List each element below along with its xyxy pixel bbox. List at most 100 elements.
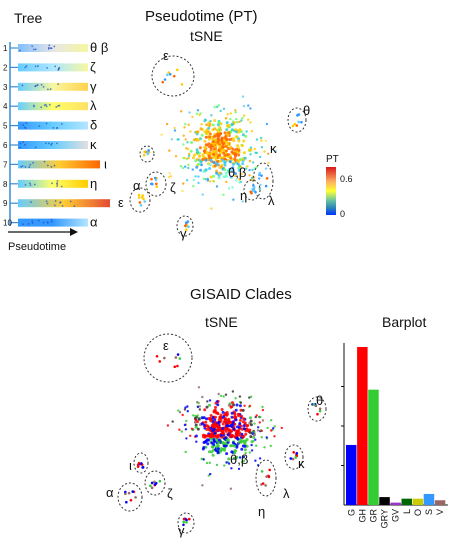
tsne-point <box>229 117 232 121</box>
cluster-point <box>295 124 299 127</box>
tsne-point <box>204 158 208 162</box>
tsne-point <box>263 150 266 153</box>
tree-row-dot <box>25 65 28 68</box>
tree-row-dot <box>43 104 46 107</box>
tree-row-dot <box>32 161 35 164</box>
tsne-point <box>184 450 187 454</box>
cluster-point <box>268 468 271 472</box>
tsne-point <box>234 135 238 139</box>
tree-row-band <box>18 121 88 130</box>
cluster-point <box>161 80 165 84</box>
tsne-point <box>217 440 221 444</box>
cluster-point <box>295 451 299 455</box>
tsne-point <box>209 426 213 430</box>
tsne-point <box>212 161 216 165</box>
tsne-point <box>235 117 238 121</box>
tsne-point <box>202 458 205 461</box>
cluster-label: ε <box>163 338 169 353</box>
cluster-point <box>184 224 187 228</box>
tsne-point <box>203 139 207 143</box>
tsne-top-title: tSNE <box>190 28 223 44</box>
cluster-point <box>125 500 128 504</box>
tsne-point <box>209 158 213 162</box>
tree-row-dot <box>33 183 36 186</box>
tsne-point <box>224 144 228 148</box>
tsne-point <box>203 118 207 121</box>
tsne-point <box>193 421 197 424</box>
tsne-point <box>260 139 263 142</box>
cluster-point <box>155 354 159 358</box>
cluster-point <box>155 182 158 186</box>
tsne-point <box>195 165 199 169</box>
tsne-point <box>207 474 210 477</box>
tree-row-dot <box>40 83 43 86</box>
tree-row-dot <box>40 106 43 109</box>
tsne-point <box>229 156 233 160</box>
tsne-point <box>199 127 203 131</box>
tsne-point <box>218 415 222 419</box>
tsne-point <box>209 119 212 123</box>
cluster-point <box>318 407 322 411</box>
tsne-point <box>211 137 215 141</box>
cluster-circle <box>133 452 149 474</box>
cluster-point <box>129 498 133 502</box>
tree-row-dot <box>56 183 59 186</box>
cluster-label: α <box>106 485 114 500</box>
tsne-point <box>234 111 237 114</box>
tsne-point <box>235 444 239 448</box>
tree-row-dot <box>53 45 56 48</box>
tsne-point <box>225 424 229 428</box>
cluster-circle <box>143 333 193 383</box>
tree-row-index: 10 <box>3 219 12 228</box>
tsne-point <box>189 149 193 153</box>
tsne-point <box>270 147 273 151</box>
tsne-point <box>219 429 223 433</box>
tree-row-dot <box>34 85 37 88</box>
cluster-point <box>318 409 322 413</box>
tsne-point <box>242 104 246 108</box>
cluster-point <box>176 353 180 356</box>
tsne-point <box>232 444 236 448</box>
tsne-point <box>223 160 227 164</box>
cluster-point <box>314 404 318 408</box>
tree-row-dot <box>56 185 58 187</box>
tsne-point <box>197 175 200 178</box>
tsne-point <box>202 170 206 173</box>
tsne-point <box>206 442 210 446</box>
tsne-point <box>200 457 203 461</box>
tsne-point <box>220 137 224 141</box>
cluster-circle <box>139 145 155 163</box>
tree-row-dot <box>46 164 49 167</box>
cluster-point <box>292 450 296 454</box>
tsne-point <box>211 123 215 127</box>
tree-row-dot <box>43 160 46 163</box>
tsne-point <box>205 461 209 465</box>
cluster-point <box>137 196 141 199</box>
tsne-point <box>191 156 195 160</box>
tsne-point <box>194 434 198 438</box>
tsne-point <box>228 428 232 432</box>
tsne-point <box>220 447 223 451</box>
tsne-point <box>214 448 218 452</box>
tsne-point <box>194 418 198 422</box>
tree-row-dot <box>60 123 63 125</box>
tree-row-dot <box>34 48 37 51</box>
pt-colorbar <box>326 167 336 215</box>
tsne-point <box>216 451 220 455</box>
tsne-point <box>180 110 183 113</box>
cluster-point <box>312 403 316 406</box>
tsne-point <box>206 400 209 403</box>
cluster-point <box>264 484 267 487</box>
cluster-point <box>174 356 178 359</box>
tsne-point <box>237 164 241 168</box>
tsne-point <box>258 177 261 180</box>
tsne-point <box>202 177 206 180</box>
tsne-point <box>207 137 211 141</box>
tree-row-dot <box>20 165 22 168</box>
tsne-point <box>225 180 228 184</box>
tsne-point <box>264 139 267 142</box>
tsne-point <box>225 452 229 456</box>
tsne-point <box>226 133 230 137</box>
tsne-point <box>250 449 254 452</box>
